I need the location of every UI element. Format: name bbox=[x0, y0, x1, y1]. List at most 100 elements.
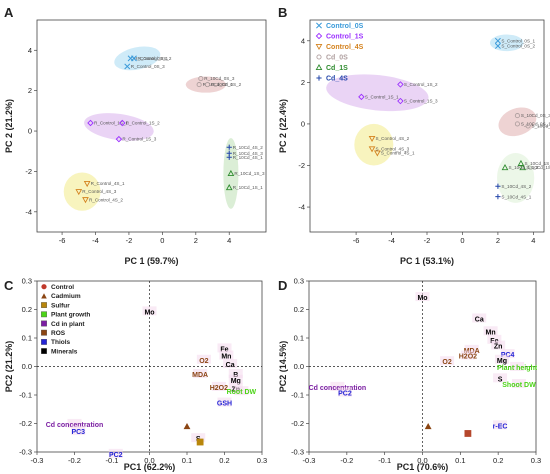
variable-label: r-EC bbox=[493, 423, 508, 430]
data-point bbox=[196, 82, 202, 88]
y-tick-label: 0 bbox=[28, 127, 32, 136]
data-point bbox=[358, 93, 365, 101]
panel-a: A -6 -4 -2 0 2 4 4 2 0 -2 -4 PC 1 (59.7%) PC 2 (21.2%… bbox=[4, 5, 267, 266]
point-label: R_10Cd_0S_2 bbox=[211, 82, 242, 87]
label-halo bbox=[483, 326, 498, 336]
y-tick-label: -0.1 bbox=[19, 391, 32, 400]
label-halo bbox=[193, 369, 208, 379]
data-point bbox=[198, 76, 204, 82]
label-halo bbox=[493, 373, 508, 383]
legend-marker bbox=[316, 54, 322, 60]
point-label: R_10Cd_1S_1 bbox=[233, 185, 264, 190]
label-halo bbox=[191, 433, 206, 443]
legend-swatch bbox=[41, 284, 47, 290]
legend-swatch bbox=[41, 302, 47, 308]
label-halo bbox=[67, 418, 82, 428]
label-halo bbox=[330, 381, 345, 391]
y-axis-title: PC2 (14.5%) bbox=[278, 341, 288, 393]
y-tick-label: -4 bbox=[298, 203, 305, 212]
data-point bbox=[494, 43, 501, 49]
data-point bbox=[514, 113, 520, 119]
y-axis-title: PC2 (21.2%) bbox=[4, 341, 14, 393]
data-point bbox=[82, 197, 89, 204]
x-tick-label: -0.1 bbox=[378, 456, 391, 465]
legend-swatch bbox=[41, 293, 47, 299]
point-label: R_Control_4S_3 bbox=[82, 189, 116, 194]
legend-marker bbox=[315, 63, 323, 71]
point-label: S_10Cd_4S_1 bbox=[501, 194, 531, 199]
label-halo bbox=[494, 354, 509, 364]
point-label: S_Control_4S_2 bbox=[376, 136, 410, 141]
x-tick-label: 4 bbox=[227, 236, 231, 245]
variable-label: Mn bbox=[486, 329, 496, 336]
legend-entry: Minerals bbox=[51, 348, 78, 355]
data-point bbox=[494, 37, 501, 44]
point-label: S_Control_4S_3 bbox=[376, 146, 410, 151]
legend-swatch bbox=[41, 329, 47, 336]
y-tick-label: 4 bbox=[301, 36, 305, 45]
data-point bbox=[495, 183, 501, 189]
point-label: S_Control_4S_1 bbox=[381, 151, 415, 156]
y-tick-label: 0.3 bbox=[22, 277, 32, 286]
label-halo bbox=[217, 397, 232, 407]
point-label: R_10Cd_4S_1 bbox=[233, 155, 264, 160]
panel-letter: B bbox=[278, 5, 287, 20]
x-tick-label: 0.1 bbox=[455, 456, 465, 465]
panel-letter: C bbox=[4, 278, 14, 293]
data-point bbox=[501, 164, 509, 171]
label-halo bbox=[440, 356, 455, 366]
variable-label: PC2 bbox=[109, 452, 123, 459]
data-point bbox=[115, 135, 123, 143]
x-tick-label: -6 bbox=[59, 236, 66, 245]
label-halo bbox=[487, 334, 502, 344]
variable-label: O2 bbox=[199, 358, 208, 365]
point-label: R_Control_0S_2 bbox=[137, 56, 171, 61]
x-tick-label: -0.1 bbox=[106, 456, 119, 465]
legend-marker bbox=[315, 43, 323, 51]
legend-entry: Control_1S bbox=[326, 34, 364, 41]
point-label: S_10Cd_0S_1 bbox=[521, 122, 550, 127]
label-halo bbox=[228, 369, 243, 379]
variable-label: Cd concentration bbox=[46, 422, 104, 429]
label-halo bbox=[234, 386, 249, 396]
x-axis-title: PC 1 (53.1%) bbox=[400, 256, 454, 266]
variable-label: Mo bbox=[144, 309, 154, 316]
point-label: S_10Cd_1S_3 bbox=[524, 161, 550, 166]
x-tick-label: -0.3 bbox=[31, 456, 44, 465]
x-tick-label: 2 bbox=[194, 236, 198, 245]
variable-marker bbox=[424, 422, 432, 430]
point-label: S_10Cd_4S_2 bbox=[501, 184, 531, 189]
variable-label: H2O2 bbox=[459, 354, 477, 361]
label-halo bbox=[511, 379, 526, 389]
point-label: S_Control_1S_3 bbox=[404, 99, 438, 104]
legend-entry: Sulfur bbox=[51, 302, 70, 309]
x-tick-label: 4 bbox=[531, 236, 535, 245]
point-label: R_10Cd_0S_3 bbox=[204, 76, 235, 81]
label-halo bbox=[337, 387, 352, 397]
panel-d: D -0.3 -0.2 -0.1 0.0 0.1 0.2 0.3 0.3 0.2 0.1 0.0 -0.… bbox=[278, 277, 541, 473]
x-tick-label: -0.2 bbox=[340, 456, 353, 465]
y-axis-title: PC 2 (21.2%) bbox=[4, 99, 14, 153]
data-point bbox=[397, 81, 404, 88]
y-tick-label: 2 bbox=[301, 78, 305, 87]
legend-entry: Control_4S bbox=[326, 44, 364, 51]
label-halo bbox=[464, 344, 479, 354]
legend-entry: Thiols bbox=[51, 339, 71, 346]
data-point bbox=[368, 146, 376, 153]
point-label: S_Control_1S_2 bbox=[404, 82, 438, 87]
point-label: R_10Cd_1S_3 bbox=[234, 171, 265, 176]
x-tick-label: 0.3 bbox=[531, 456, 541, 465]
data-point bbox=[75, 189, 83, 196]
x-tick-label: 0.0 bbox=[417, 456, 427, 465]
legend-panel-c: Control Cadmium Sulfur Plant growth Cd in pl… bbox=[41, 284, 90, 355]
legend-entry: Plant growth bbox=[51, 312, 90, 319]
label-halo bbox=[228, 374, 243, 384]
confidence-ellipse bbox=[223, 138, 239, 209]
legend-panel-b: Control_0S Control_1S Control_4S Cd_0S Cd_1S… bbox=[315, 22, 364, 83]
legend-swatch bbox=[41, 311, 47, 318]
legend-entry: Cd_0S bbox=[326, 55, 348, 62]
y-tick-label: 2 bbox=[28, 86, 32, 95]
x-tick-label: 0 bbox=[460, 236, 464, 245]
panel-letter: D bbox=[278, 278, 287, 293]
panel-c: C -0.3 -0.2 -0.1 0.0 0.1 0.2 0.3 0.3 0.2 0.1 0.0 -0.… bbox=[4, 277, 267, 473]
